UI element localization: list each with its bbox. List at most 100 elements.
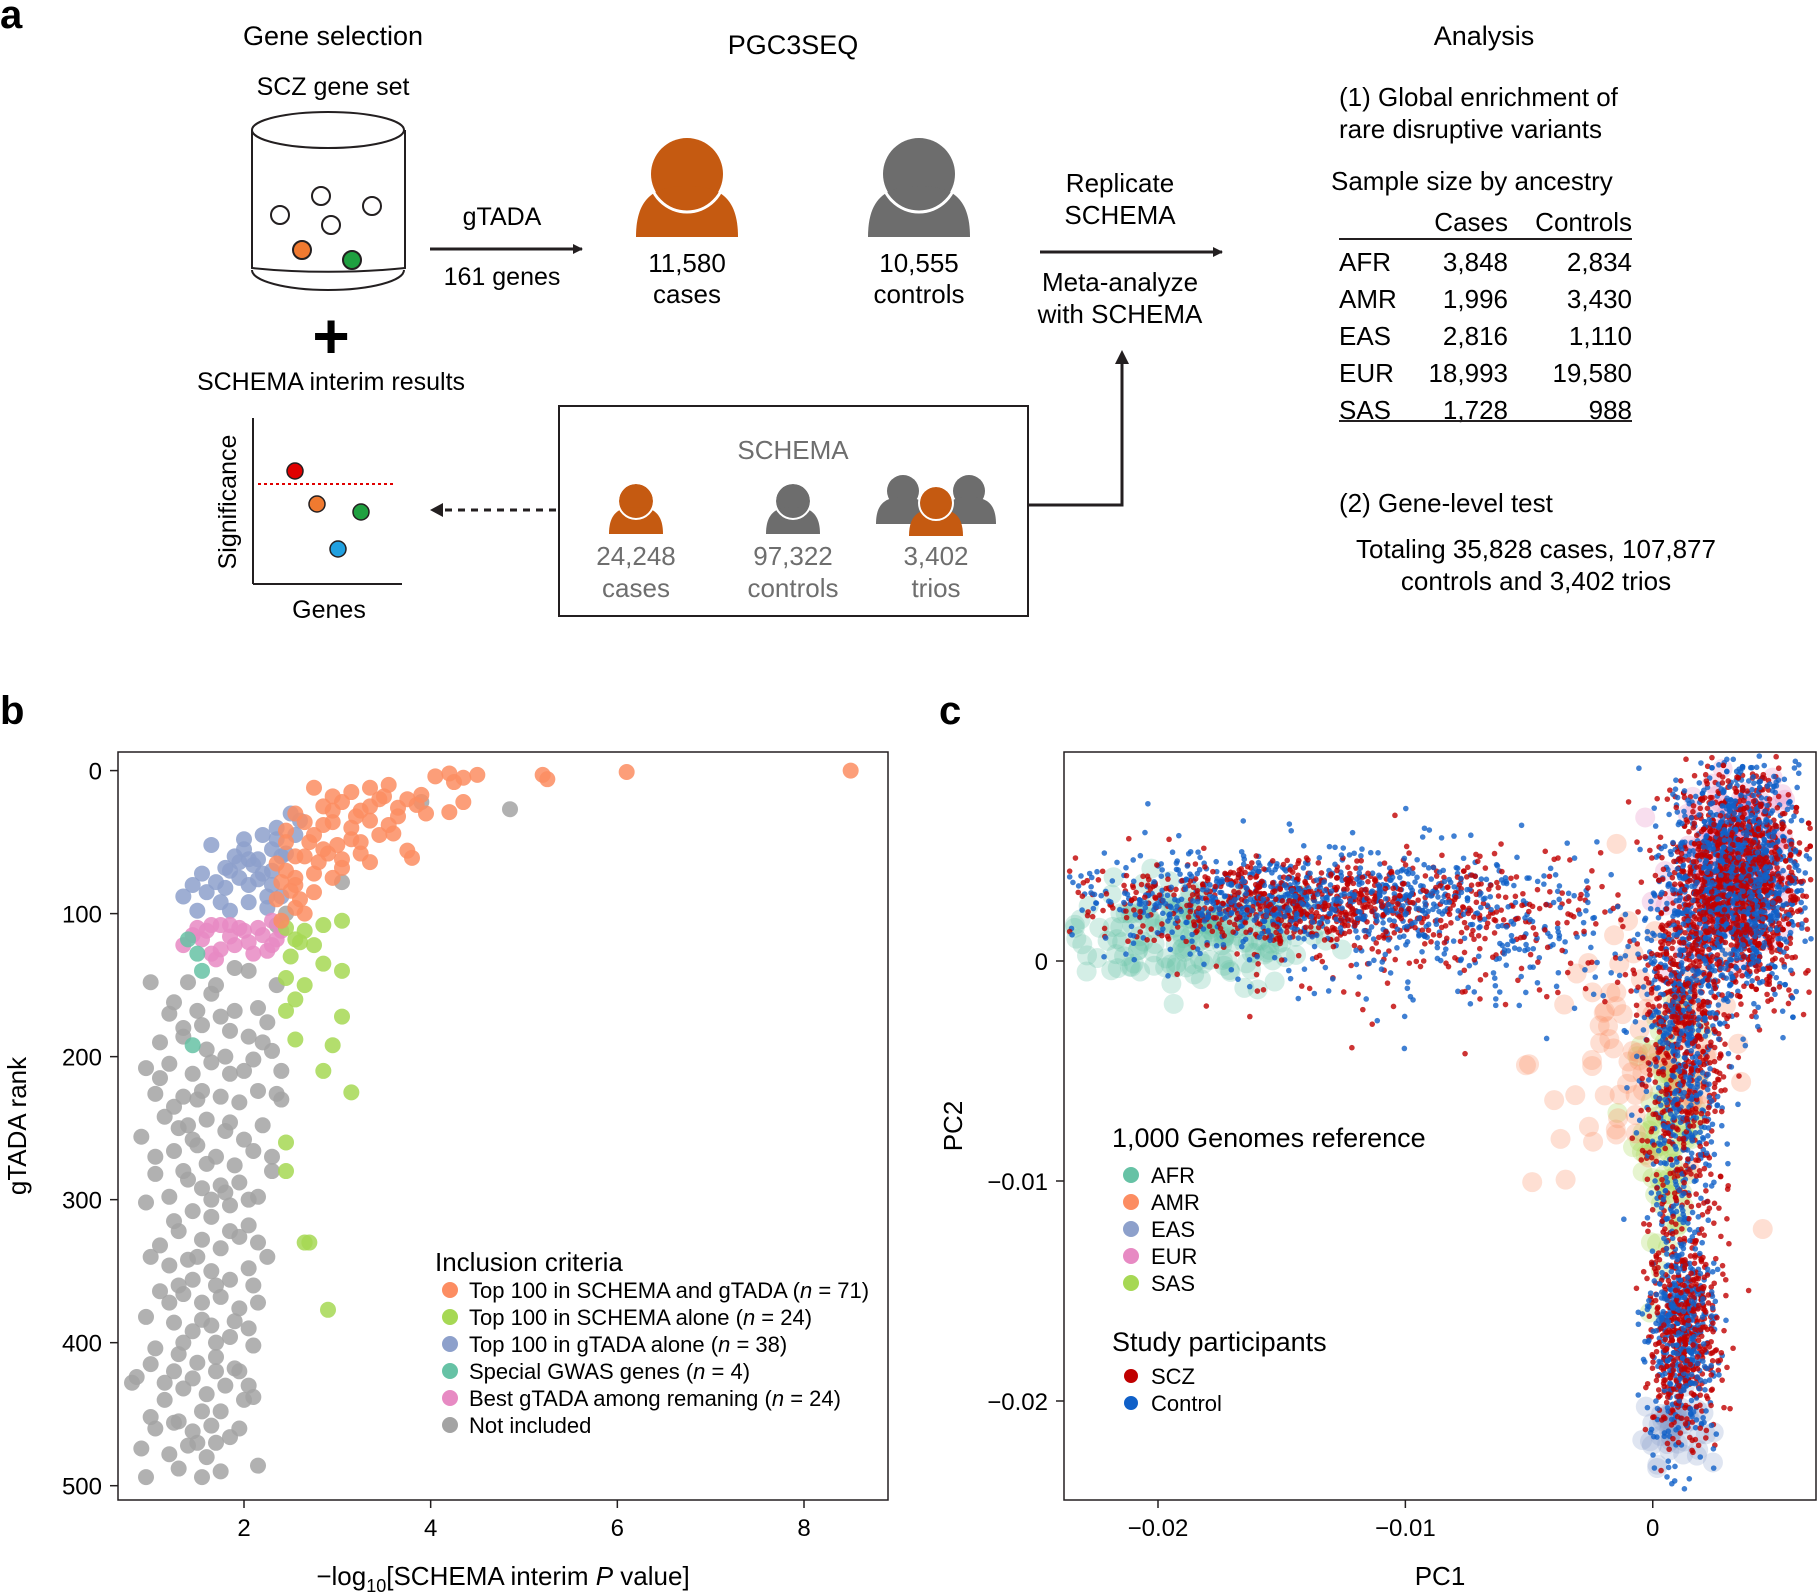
- gene-point-sas: [324, 1037, 341, 1054]
- participant-point-control: [1673, 777, 1679, 783]
- participant-point-scz: [1465, 910, 1472, 917]
- gene-point-eas: [240, 894, 257, 911]
- gene-point-not-included: [194, 1180, 210, 1197]
- reference-point-afr: [1072, 934, 1093, 955]
- gene-point-not-included: [184, 1203, 201, 1220]
- participant-point-scz: [1221, 932, 1228, 939]
- participant-point-control: [1728, 874, 1735, 880]
- participant-point-control: [1338, 852, 1345, 858]
- participant-point-control: [1772, 963, 1778, 970]
- gene-point-eur: [250, 919, 266, 936]
- participant-point-control: [1594, 839, 1600, 845]
- participant-point-control: [1366, 928, 1372, 934]
- participant-point-scz: [1101, 925, 1108, 932]
- gene-point-not-included: [259, 1014, 276, 1031]
- participant-point-control: [1674, 794, 1681, 801]
- participant-point-scz: [1657, 834, 1664, 841]
- participant-point-scz: [1741, 983, 1747, 990]
- participant-point-scz: [1779, 926, 1786, 933]
- participant-point-control: [1670, 839, 1676, 846]
- legend-label: Top 100 in SCHEMA and gTADA (n = 71): [469, 1278, 869, 1303]
- participant-point-control: [1750, 817, 1757, 824]
- participant-point-scz: [1084, 912, 1091, 919]
- participant-point-control: [1746, 855, 1753, 861]
- participant-point-scz: [1725, 778, 1732, 784]
- gene-point-not-included: [231, 1174, 248, 1191]
- gene-point-not-included: [203, 1191, 220, 1208]
- reference-point-amr: [1565, 1085, 1586, 1106]
- gene-point-not-included: [226, 959, 243, 976]
- participant-point-control: [1199, 886, 1206, 893]
- participant-point-control: [1476, 924, 1482, 931]
- participant-point-control: [1703, 857, 1710, 864]
- reference-point-sas: [1639, 1302, 1660, 1323]
- participant-point-scz: [1351, 942, 1358, 949]
- participant-point-control: [1182, 886, 1189, 892]
- participant-point-control: [1782, 981, 1788, 988]
- participant-point-control: [1735, 841, 1742, 848]
- replicate-line1: Replicate: [1066, 168, 1174, 198]
- participant-point-scz: [1473, 851, 1479, 858]
- participant-point-control: [1756, 784, 1763, 791]
- participant-point-control: [1640, 1027, 1647, 1033]
- participant-point-control: [1793, 862, 1800, 869]
- participant-point-scz: [1292, 905, 1299, 912]
- participant-point-scz: [1716, 958, 1723, 965]
- participant-point-control: [1194, 898, 1201, 905]
- participant-point-control: [1158, 873, 1165, 880]
- reference-point-amr: [1731, 1071, 1752, 1092]
- participant-point-control: [1692, 793, 1699, 800]
- participant-point-control: [1710, 846, 1717, 852]
- participant-point-scz: [1785, 921, 1792, 927]
- gene-point-not-included: [240, 1260, 257, 1277]
- participant-point-control: [1287, 934, 1293, 941]
- gene-point-sas: [287, 991, 304, 1008]
- participant-point-control: [1741, 908, 1747, 915]
- participant-point-control: [1306, 904, 1312, 910]
- participant-point-scz: [1202, 864, 1208, 870]
- participant-point-scz: [1793, 804, 1800, 811]
- participant-point-control: [1802, 938, 1808, 945]
- reference-point-afr: [1101, 960, 1122, 981]
- reference-point-amr: [1605, 1119, 1626, 1140]
- participant-point-scz: [1233, 878, 1239, 884]
- participant-point-scz: [1750, 798, 1757, 804]
- reference-point-amr: [1604, 925, 1625, 946]
- participant-point-scz: [1463, 925, 1470, 931]
- participant-point-scz: [1704, 780, 1710, 787]
- gene-point-not-included: [502, 801, 518, 818]
- reference-point-afr: [1234, 977, 1255, 998]
- participant-point-scz: [1439, 852, 1445, 859]
- gene-point-not-included: [166, 1314, 182, 1331]
- participant-point-scz: [1741, 913, 1747, 920]
- participant-point-control: [1237, 923, 1244, 930]
- participant-point-scz: [1236, 914, 1243, 921]
- gene-point-not-included: [170, 1460, 187, 1477]
- gene-point-not-included: [240, 1320, 257, 1337]
- participant-point-control: [1748, 812, 1754, 819]
- reference-point-afr: [1144, 955, 1165, 976]
- gene-point-amr: [362, 779, 378, 796]
- participant-point-scz: [1776, 920, 1782, 927]
- participant-point-control: [1541, 881, 1547, 887]
- schema-cases-count: 24,248: [596, 541, 676, 571]
- participant-point-scz: [1807, 825, 1813, 832]
- participant-point-control: [1550, 899, 1557, 906]
- participant-point-control: [1757, 893, 1763, 899]
- gene-point-not-included: [212, 1008, 229, 1025]
- gene-point-amr: [539, 771, 556, 788]
- gene-point-not-included: [212, 1088, 229, 1105]
- gene-point-not-included: [152, 1283, 168, 1300]
- significance-axis-label: Significance: [214, 435, 242, 570]
- gene-point-eur: [264, 937, 280, 954]
- participant-point-scz: [1728, 962, 1734, 969]
- participant-point-scz: [1475, 881, 1481, 888]
- participant-point-scz: [1389, 922, 1396, 929]
- gene-point-not-included: [194, 1231, 210, 1248]
- participant-point-control: [1739, 763, 1746, 770]
- y-tick-label: 0: [89, 759, 102, 786]
- reference-point-amr: [1606, 982, 1627, 1003]
- participant-point-control: [1756, 819, 1763, 826]
- participant-point-scz: [1482, 935, 1488, 942]
- reference-point-afr: [1161, 973, 1182, 994]
